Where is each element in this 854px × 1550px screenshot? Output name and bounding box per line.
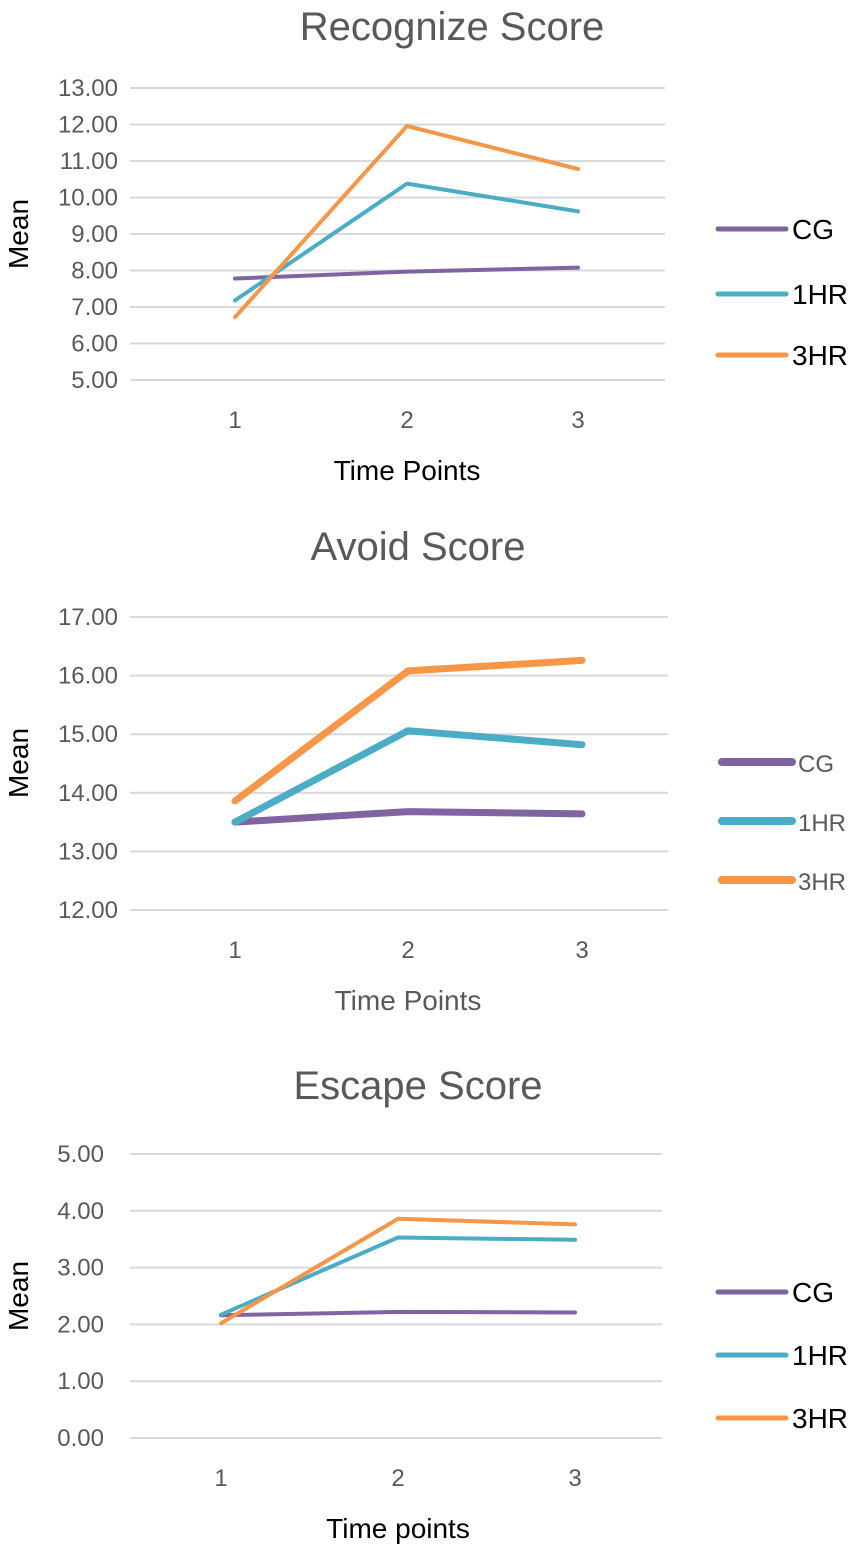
x-axis-label: Time Points bbox=[335, 985, 482, 1016]
y-tick-label: 1.00 bbox=[57, 1368, 104, 1395]
y-tick-label: 3.00 bbox=[57, 1255, 104, 1282]
y-tick-label: 2.00 bbox=[57, 1311, 104, 1338]
series-line-3hr bbox=[233, 124, 580, 320]
legend-label: 1HR bbox=[792, 1340, 848, 1371]
legend-label: 3HR bbox=[792, 340, 848, 371]
y-axis-label: Mean bbox=[3, 199, 34, 269]
legend-label: 3HR bbox=[792, 1403, 848, 1434]
legend-label: 1HR bbox=[798, 810, 846, 837]
y-tick-label: 14.00 bbox=[58, 780, 118, 807]
series-line-cg bbox=[231, 808, 586, 826]
x-axis-label: Time points bbox=[326, 1513, 470, 1544]
series-line-cg bbox=[219, 1309, 577, 1318]
y-tick-label: 10.00 bbox=[58, 185, 118, 212]
x-tick-label: 3 bbox=[568, 1465, 581, 1492]
series-line-cg bbox=[233, 265, 580, 281]
x-tick-label: 3 bbox=[575, 937, 588, 964]
y-tick-label: 17.00 bbox=[58, 604, 118, 631]
x-axis-label: Time Points bbox=[334, 455, 481, 486]
series-line-3hr bbox=[231, 656, 586, 805]
series-line-1hr bbox=[219, 1235, 577, 1317]
y-tick-label: 12.00 bbox=[58, 112, 118, 139]
chart-title: Recognize Score bbox=[300, 5, 605, 49]
x-tick-label: 1 bbox=[228, 937, 241, 964]
chart-title: Escape Score bbox=[293, 1064, 542, 1108]
series-line-1hr bbox=[233, 181, 580, 303]
legend-label: CG bbox=[792, 1277, 834, 1308]
x-tick-label: 2 bbox=[400, 407, 413, 434]
y-tick-label: 11.00 bbox=[60, 148, 118, 175]
y-tick-label: 16.00 bbox=[58, 663, 118, 690]
y-tick-label: 5.00 bbox=[57, 1141, 104, 1168]
y-tick-label: 8.00 bbox=[71, 258, 118, 285]
y-tick-label: 5.00 bbox=[71, 367, 118, 394]
x-tick-label: 1 bbox=[214, 1465, 227, 1492]
legend-label: CG bbox=[798, 751, 834, 778]
legend-label: CG bbox=[792, 214, 834, 245]
y-axis-label: Mean bbox=[3, 728, 34, 798]
y-tick-label: 12.00 bbox=[58, 897, 118, 924]
legend-label: 3HR bbox=[798, 869, 846, 896]
y-tick-label: 4.00 bbox=[57, 1198, 104, 1225]
x-tick-label: 1 bbox=[228, 407, 241, 434]
y-tick-label: 15.00 bbox=[58, 721, 118, 748]
x-tick-label: 2 bbox=[401, 937, 414, 964]
x-tick-label: 2 bbox=[391, 1465, 404, 1492]
x-tick-label: 3 bbox=[571, 407, 584, 434]
legend-label: 1HR bbox=[792, 279, 848, 310]
series-line-1hr bbox=[231, 727, 586, 826]
y-tick-label: 6.00 bbox=[71, 331, 118, 358]
y-axis-label: Mean bbox=[3, 1261, 34, 1331]
y-tick-label: 13.00 bbox=[58, 838, 118, 865]
chart-title: Avoid Score bbox=[311, 525, 526, 569]
y-tick-label: 9.00 bbox=[71, 221, 118, 248]
y-tick-label: 7.00 bbox=[71, 294, 118, 321]
series-line-3hr bbox=[219, 1216, 577, 1326]
y-tick-label: 13.00 bbox=[58, 75, 118, 102]
y-tick-label: 0.00 bbox=[57, 1425, 104, 1452]
